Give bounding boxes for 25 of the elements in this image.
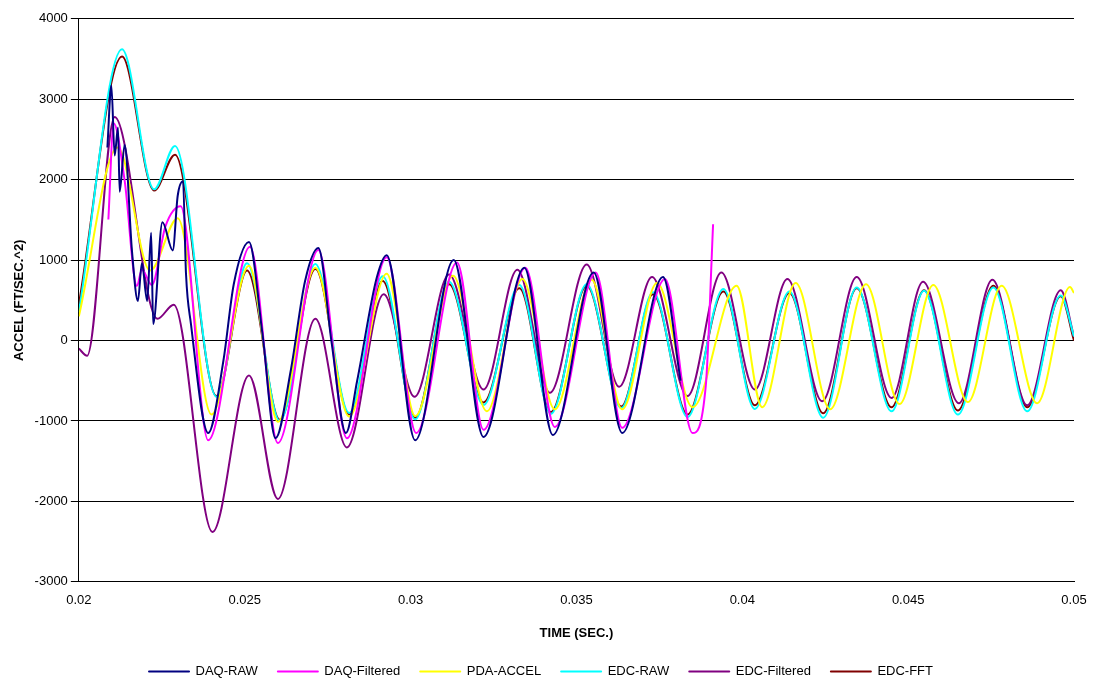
y-tick-label: -2000 <box>34 492 68 508</box>
x-tick-label: 0.045 <box>891 592 925 608</box>
x-tick-label: 0.05 <box>1061 592 1087 608</box>
legend-label: EDC-Filtered <box>735 663 811 679</box>
x-axis-title: TIME (SEC.) <box>539 624 614 640</box>
y-axis-title: ACCEL (FT/SEC.^2) <box>11 239 27 362</box>
legend-label: DAQ-Filtered <box>324 663 401 679</box>
y-tick-label: 2000 <box>38 171 68 187</box>
line-series <box>106 84 682 442</box>
y-tick-label: -1000 <box>34 412 68 428</box>
legend-label: DAQ-RAW <box>195 663 259 679</box>
y-tick-label: 0 <box>60 332 68 348</box>
x-tick-label: 0.025 <box>228 592 261 608</box>
legend-label: EDC-RAW <box>607 663 670 679</box>
y-tick-label: 3000 <box>38 90 68 106</box>
x-tick-label: 0.04 <box>729 592 755 608</box>
legend-label: PDA-ACCEL <box>466 663 542 679</box>
x-tick-label: 0.035 <box>560 592 593 608</box>
x-tick-label: 0.03 <box>397 592 424 608</box>
y-tick-label: 1000 <box>38 251 68 267</box>
x-tick-label: 0.02 <box>66 592 92 608</box>
line-series <box>107 122 715 445</box>
y-tick-label: 4000 <box>38 10 68 26</box>
y-tick-label: -3000 <box>34 573 68 589</box>
legend-label: EDC-FFT <box>877 663 934 679</box>
